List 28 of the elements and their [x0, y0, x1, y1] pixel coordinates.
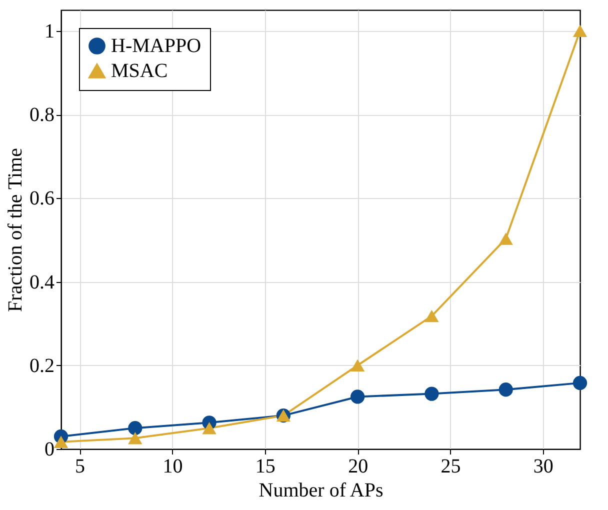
- y-tick-label: 0.2: [30, 354, 54, 377]
- point: [350, 359, 365, 372]
- point: [128, 432, 142, 444]
- legend-label: H-MAPPO: [111, 35, 202, 57]
- point: [572, 376, 588, 390]
- y-tick-label: 0.8: [30, 104, 54, 126]
- y-tick-label: 0: [44, 438, 54, 460]
- x-tick-label: 10: [162, 456, 183, 478]
- y-tick-label: 0.6: [30, 188, 54, 210]
- y-tick-label: 0.4: [30, 271, 54, 294]
- point: [424, 310, 439, 322]
- x-axis-title: Number of APs: [258, 480, 384, 502]
- x-tick-label: 20: [348, 456, 368, 478]
- y-tick-label: 1: [44, 20, 54, 42]
- point: [498, 232, 513, 245]
- x-tick-label: 15: [255, 456, 276, 478]
- point: [202, 422, 216, 434]
- x-tick-label: 5: [75, 456, 86, 478]
- point: [350, 390, 365, 404]
- legend-label: MSAC: [111, 60, 168, 82]
- y-axis-title: Fraction of the Time: [4, 148, 26, 312]
- point: [572, 24, 588, 38]
- point: [424, 386, 439, 401]
- x-tick-label: 30: [533, 456, 554, 478]
- point: [54, 436, 68, 448]
- x-tick-label: 25: [440, 456, 461, 478]
- point: [498, 382, 513, 397]
- point: [128, 421, 142, 436]
